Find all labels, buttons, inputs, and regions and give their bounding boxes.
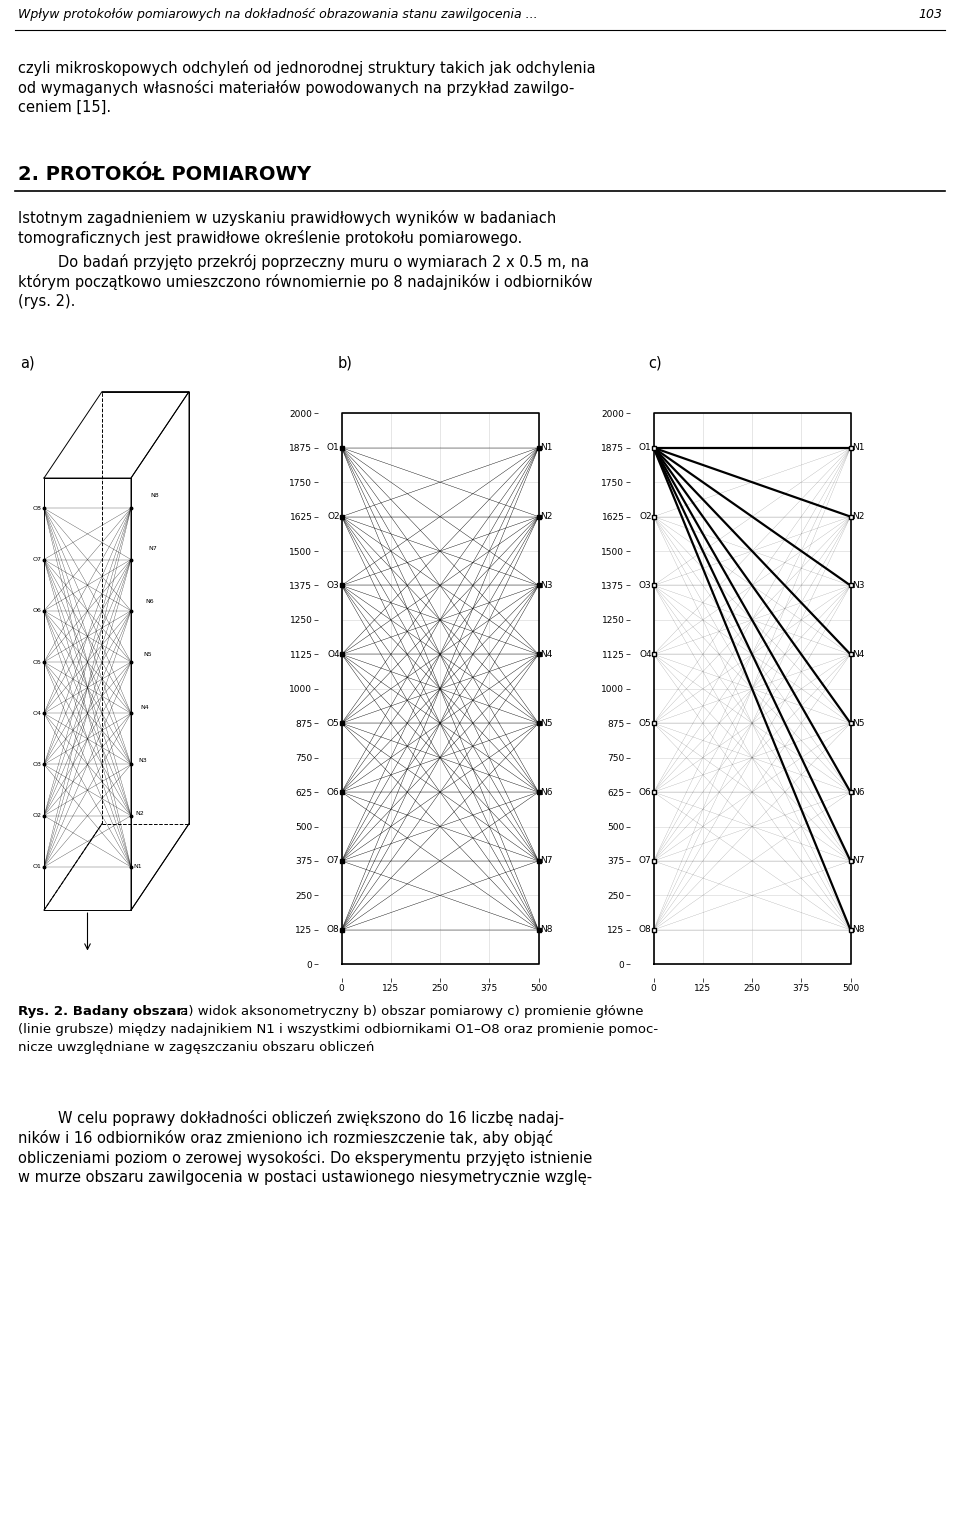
Text: W celu poprawy dokładności obliczeń zwiększono do 16 liczbę nadaj-: W celu poprawy dokładności obliczeń zwię… (58, 1110, 564, 1127)
Text: N5: N5 (852, 719, 865, 728)
Text: tomograficznych jest prawidłowe określenie protokołu pomiarowego.: tomograficznych jest prawidłowe określen… (18, 229, 522, 246)
Text: O7: O7 (33, 557, 41, 562)
Text: O3: O3 (33, 762, 41, 766)
Text: N7: N7 (148, 546, 157, 551)
Text: a): a) (20, 356, 35, 369)
Text: O3: O3 (639, 582, 652, 589)
Text: N8: N8 (852, 925, 865, 934)
Text: N7: N7 (852, 856, 865, 865)
Text: Istotnym zagadnieniem w uzyskaniu prawidłowych wyników w badaniach: Istotnym zagadnieniem w uzyskaniu prawid… (18, 209, 556, 226)
Text: ników i 16 odbiorników oraz zmieniono ich rozmieszczenie tak, aby objąć: ników i 16 odbiorników oraz zmieniono ic… (18, 1130, 553, 1147)
Text: O1: O1 (639, 443, 652, 452)
Text: O4: O4 (327, 649, 340, 659)
Text: nicze uwzględniane w zagęszczaniu obszaru obliczeń: nicze uwzględniane w zagęszczaniu obszar… (18, 1040, 374, 1054)
Text: od wymaganych własności materiałów powodowanych na przykład zawilgo-: od wymaganych własności materiałów powod… (18, 80, 574, 95)
Text: N2: N2 (540, 512, 553, 522)
Text: N6: N6 (852, 788, 865, 797)
Text: N2: N2 (852, 512, 865, 522)
Text: Wpływ protokołów pomiarowych na dokładność obrazowania stanu zawilgocenia ...: Wpływ protokołów pomiarowych na dokładno… (18, 8, 538, 22)
Text: N4: N4 (141, 705, 150, 709)
Text: N3: N3 (852, 582, 865, 589)
Text: N2: N2 (135, 811, 145, 816)
Text: O5: O5 (33, 660, 41, 665)
Text: N5: N5 (143, 653, 152, 657)
Text: c): c) (648, 356, 661, 369)
Text: (linie grubsze) między nadajnikiem N1 i wszystkimi odbiornikami O1–O8 oraz promi: (linie grubsze) między nadajnikiem N1 i … (18, 1023, 659, 1036)
Text: O6: O6 (33, 608, 41, 613)
Text: O7: O7 (639, 856, 652, 865)
Text: O8: O8 (33, 506, 41, 511)
Text: N6: N6 (146, 599, 155, 603)
Text: b): b) (338, 356, 353, 369)
Text: czyli mikroskopowych odchyleń od jednorodnej struktury takich jak odchylenia: czyli mikroskopowych odchyleń od jednoro… (18, 60, 595, 75)
Text: ceniem [15].: ceniem [15]. (18, 100, 111, 115)
Text: a) widok aksonometryczny b) obszar pomiarowy c) promienie główne: a) widok aksonometryczny b) obszar pomia… (176, 1005, 643, 1017)
Text: O2: O2 (639, 512, 652, 522)
Text: O1: O1 (33, 865, 41, 870)
Text: w murze obszaru zawilgocenia w postaci ustawionego niesymetrycznie wzglę-: w murze obszaru zawilgocenia w postaci u… (18, 1170, 592, 1185)
Text: N5: N5 (540, 719, 553, 728)
Text: O3: O3 (327, 582, 340, 589)
Text: którym początkowo umieszczono równomiernie po 8 nadajników i odbiorników: którym początkowo umieszczono równomiern… (18, 274, 592, 289)
Text: Do badań przyjęto przekrój poprzeczny muru o wymiarach 2 x 0.5 m, na: Do badań przyjęto przekrój poprzeczny mu… (58, 254, 589, 269)
Text: N8: N8 (151, 492, 159, 497)
Text: O8: O8 (639, 925, 652, 934)
Text: N3: N3 (138, 759, 147, 763)
Text: (rys. 2).: (rys. 2). (18, 294, 76, 309)
Text: N1: N1 (540, 443, 553, 452)
Text: N1: N1 (852, 443, 865, 452)
Text: O4: O4 (639, 649, 652, 659)
Text: N1: N1 (133, 865, 142, 870)
Text: 103: 103 (918, 8, 942, 22)
Text: N4: N4 (540, 649, 553, 659)
Text: O6: O6 (327, 788, 340, 797)
Text: O4: O4 (33, 711, 41, 716)
Text: N3: N3 (540, 582, 553, 589)
Text: N7: N7 (540, 856, 553, 865)
Text: O5: O5 (327, 719, 340, 728)
Text: O5: O5 (639, 719, 652, 728)
Text: N8: N8 (540, 925, 553, 934)
Text: 2. PROTOKÓŁ POMIAROWY: 2. PROTOKÓŁ POMIAROWY (18, 165, 311, 185)
Text: O7: O7 (327, 856, 340, 865)
Text: O6: O6 (639, 788, 652, 797)
Text: N6: N6 (540, 788, 553, 797)
Text: O8: O8 (327, 925, 340, 934)
Text: N4: N4 (852, 649, 865, 659)
Text: O2: O2 (33, 813, 41, 819)
Text: obliczeniami poziom o zerowej wysokości. Do eksperymentu przyjęto istnienie: obliczeniami poziom o zerowej wysokości.… (18, 1150, 592, 1167)
Text: O2: O2 (327, 512, 340, 522)
Text: O1: O1 (327, 443, 340, 452)
Text: Rys. 2. Badany obszar:: Rys. 2. Badany obszar: (18, 1005, 188, 1017)
